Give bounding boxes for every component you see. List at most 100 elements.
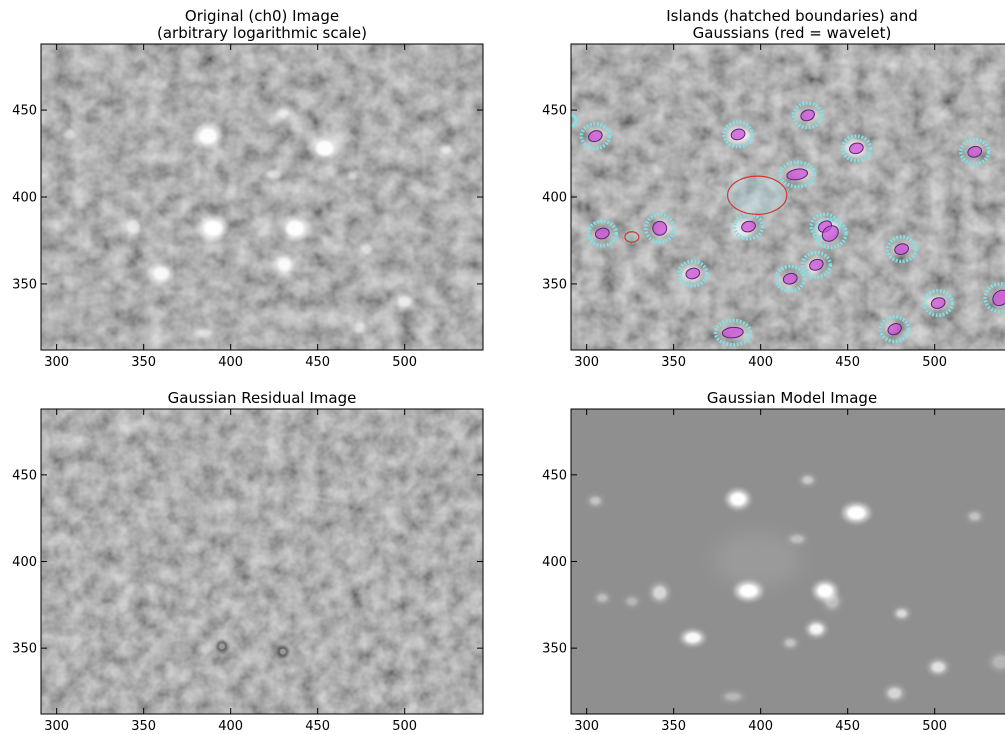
- image-tint: [41, 44, 483, 350]
- source-glow: [877, 171, 888, 181]
- x-tick-label: 450: [835, 355, 860, 370]
- source-point: [198, 128, 218, 144]
- y-tick-label: 400: [12, 191, 37, 206]
- residual-streak: [292, 493, 333, 503]
- gaussian-component: [800, 109, 815, 122]
- source-point: [739, 584, 758, 598]
- x-tick-label: 350: [661, 355, 686, 370]
- plot-area: [571, 409, 1005, 714]
- source-point: [63, 129, 75, 140]
- source-point: [361, 243, 372, 255]
- source-point: [398, 296, 412, 307]
- source-point: [204, 220, 223, 237]
- source-point: [126, 220, 140, 234]
- island-boundary: [812, 217, 848, 250]
- source-point: [931, 662, 945, 673]
- island-boundary: [878, 315, 911, 344]
- source-point: [825, 594, 839, 608]
- residual-faint-source: [114, 573, 125, 584]
- x-tick-label: 400: [218, 355, 243, 370]
- panel-title: Gaussian Residual Image: [168, 389, 357, 407]
- source-point: [153, 266, 169, 281]
- source-point: [277, 109, 289, 118]
- source-point: [597, 593, 608, 602]
- x-tick-label: 350: [661, 719, 686, 734]
- island-boundary: [677, 259, 709, 288]
- gaussian-component: [849, 142, 864, 155]
- island-boundary: [791, 101, 824, 130]
- y-tick-label: 450: [12, 468, 37, 483]
- y-tick-label: 400: [542, 191, 567, 206]
- gaussian-component: [786, 168, 809, 181]
- source-point: [730, 492, 746, 506]
- wavelet-gaussian: [727, 175, 788, 215]
- source-point: [278, 258, 292, 272]
- source-point: [354, 322, 365, 333]
- island-boundary: [778, 160, 817, 189]
- island-boundary: [732, 212, 765, 241]
- source-point: [888, 688, 902, 699]
- source-point: [348, 172, 357, 181]
- gaussian-component: [594, 227, 610, 240]
- x-tick-label: 300: [574, 355, 599, 370]
- source-point: [809, 623, 823, 635]
- gaussian-component: [588, 130, 603, 143]
- y-tick-label: 350: [542, 277, 567, 292]
- y-tick-label: 350: [12, 277, 37, 292]
- source-point: [441, 146, 452, 154]
- x-tick-label: 500: [922, 719, 947, 734]
- island-boundary: [722, 120, 754, 149]
- residual-faint-source: [295, 591, 306, 602]
- y-tick-label: 450: [12, 104, 37, 119]
- residual-core: [218, 643, 225, 650]
- image-tint: [41, 409, 483, 714]
- island-boundary: [809, 212, 841, 241]
- source-glow: [713, 531, 802, 588]
- island-boundary: [713, 318, 753, 347]
- plot-area: [41, 409, 483, 714]
- source-point: [626, 597, 638, 606]
- island-boundary: [644, 212, 676, 245]
- image-background: [41, 409, 483, 714]
- panel-original: 300 350 400 450 500 350 400 450 Original (ch0) I…: [12, 7, 484, 370]
- island-boundary: [983, 282, 1005, 314]
- gaussian-component: [930, 297, 946, 309]
- source-point: [590, 496, 601, 505]
- gaussian-component: [894, 243, 909, 256]
- source-point: [802, 476, 813, 484]
- x-tick-label: 450: [305, 719, 330, 734]
- gaussian-component: [887, 323, 902, 336]
- source-point: [785, 639, 796, 647]
- x-tick-label: 450: [305, 355, 330, 370]
- plot-area: [571, 44, 1005, 350]
- gaussian-component: [730, 128, 746, 141]
- gaussian-component: [809, 258, 824, 271]
- panel-title: Original (ch0) Image: [185, 7, 339, 25]
- y-tick-label: 400: [542, 555, 567, 570]
- island-boundary: [800, 250, 833, 279]
- x-tick-label: 400: [748, 355, 773, 370]
- panel-title: Gaussians (red = wavelet): [693, 24, 892, 42]
- panel-title: Gaussian Model Image: [707, 389, 877, 407]
- plot-area: [41, 44, 483, 350]
- x-tick-label: 350: [131, 719, 156, 734]
- source-point: [653, 586, 667, 600]
- wavelet-gaussian: [624, 231, 640, 243]
- x-tick-label: 300: [574, 719, 599, 734]
- island-boundary: [724, 173, 791, 218]
- x-tick-label: 500: [392, 719, 417, 734]
- y-tick-label: 350: [542, 642, 567, 657]
- gaussian-component: [652, 220, 668, 236]
- source-point: [790, 535, 804, 543]
- source-point: [285, 220, 305, 237]
- y-tick-label: 450: [542, 104, 567, 119]
- panel-residual: 300 350 400 450 500 350 400 450 Gaussian Residua…: [12, 389, 484, 734]
- island-boundary: [922, 289, 954, 318]
- source-point: [969, 512, 980, 521]
- panel-title: (arbitrary logarithmic scale): [157, 24, 367, 42]
- x-tick-label: 500: [922, 355, 947, 370]
- source-point: [847, 506, 866, 520]
- island-boundary: [579, 122, 612, 151]
- panel-title: Islands (hatched boundaries) and: [666, 7, 918, 25]
- island-boundary: [586, 219, 619, 248]
